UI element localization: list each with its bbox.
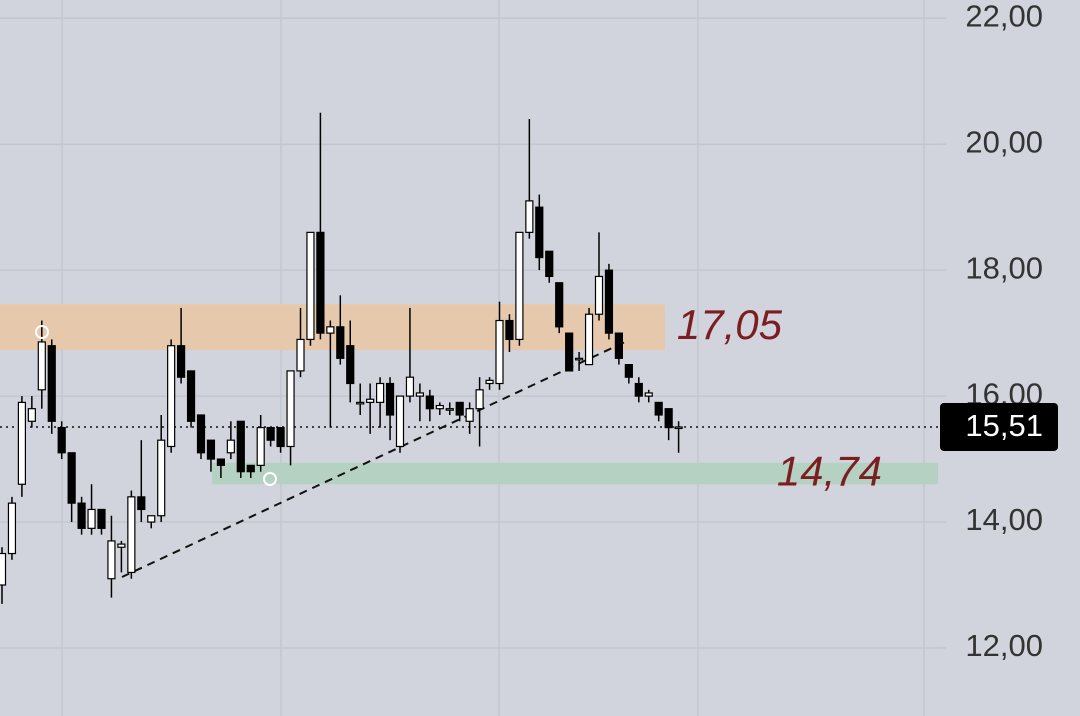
- candle-body: [236, 420, 245, 473]
- candle-body: [137, 496, 146, 511]
- candle-body: [405, 376, 415, 397]
- candle-body: [654, 401, 663, 416]
- candle-body: [644, 392, 653, 397]
- candle-body: [107, 540, 116, 580]
- candle-body: [97, 508, 106, 529]
- candle-body: [167, 345, 176, 448]
- candle-body: [535, 206, 544, 259]
- candle-body: [455, 401, 464, 416]
- candle-body: [67, 452, 76, 504]
- y-tick-label: 18,00: [965, 250, 1043, 285]
- candle-body: [425, 395, 434, 410]
- candle-body: [87, 508, 96, 529]
- candle-body: [57, 426, 66, 454]
- last-price-label: 15,51: [965, 408, 1043, 443]
- candle-body: [485, 379, 494, 385]
- candle-body: [117, 543, 126, 548]
- candle-body: [495, 319, 504, 385]
- candle-body: [376, 382, 385, 403]
- candle-body: [505, 319, 514, 341]
- candle-body: [326, 326, 335, 334]
- candle-body: [47, 345, 56, 422]
- candle-body: [555, 282, 564, 328]
- y-tick-label: 22,00: [965, 0, 1043, 33]
- candle-body: [395, 395, 405, 448]
- y-tick-label: 12,00: [965, 628, 1043, 663]
- candle-body: [385, 382, 395, 416]
- candle-body: [177, 345, 186, 378]
- candle-body: [565, 332, 574, 372]
- price-zone: [212, 462, 938, 485]
- candle-body: [346, 345, 355, 385]
- candle-body: [256, 426, 265, 466]
- candle-body: [0, 552, 7, 586]
- candle-body: [465, 408, 474, 422]
- candle-body: [674, 426, 683, 430]
- candle-body: [17, 401, 26, 485]
- candle-body: [604, 269, 614, 334]
- candle-body: [226, 439, 235, 454]
- candle-body: [336, 326, 345, 359]
- candle-body: [584, 313, 594, 366]
- candle-body: [594, 275, 604, 315]
- candle-body: [356, 401, 365, 405]
- candle-body: [186, 370, 196, 422]
- candle-body: [276, 426, 285, 448]
- zone-level-label: 17,05: [677, 301, 783, 348]
- zone-level-label: 14,74: [777, 448, 882, 495]
- candle-body: [296, 338, 305, 372]
- candle-body: [366, 398, 375, 403]
- candle-body: [306, 231, 315, 341]
- candle-body: [147, 515, 156, 523]
- candle-body: [206, 439, 216, 460]
- candle-body: [664, 408, 673, 429]
- anchor-point: [263, 472, 277, 486]
- last-price-box: [940, 402, 1058, 451]
- candle-body: [445, 408, 454, 411]
- candle-body: [624, 364, 633, 378]
- candle-body: [634, 382, 643, 397]
- candle-body: [415, 392, 424, 397]
- candle-body: [435, 404, 444, 410]
- candle-body: [316, 231, 325, 334]
- candle-body: [196, 414, 206, 454]
- candle-body: [246, 464, 255, 473]
- candle-body: [27, 408, 36, 422]
- candle-body: [37, 341, 46, 391]
- candle-body: [7, 502, 17, 555]
- candle-body: [77, 502, 86, 529]
- candle-body: [266, 426, 275, 441]
- y-tick-label: 20,00: [965, 124, 1043, 159]
- candle-body: [475, 389, 484, 410]
- anchor-point: [35, 325, 49, 339]
- candle-body: [525, 200, 534, 233]
- candle-body: [127, 496, 136, 574]
- candle-body: [574, 357, 584, 361]
- trend-line: [121, 341, 626, 578]
- candle-body: [614, 332, 624, 359]
- y-tick-label: 14,00: [965, 502, 1043, 537]
- candle-body: [515, 231, 524, 341]
- candle-body: [157, 439, 166, 517]
- candle-body: [545, 250, 554, 278]
- candle-body: [216, 458, 225, 466]
- candle-body: [286, 370, 295, 448]
